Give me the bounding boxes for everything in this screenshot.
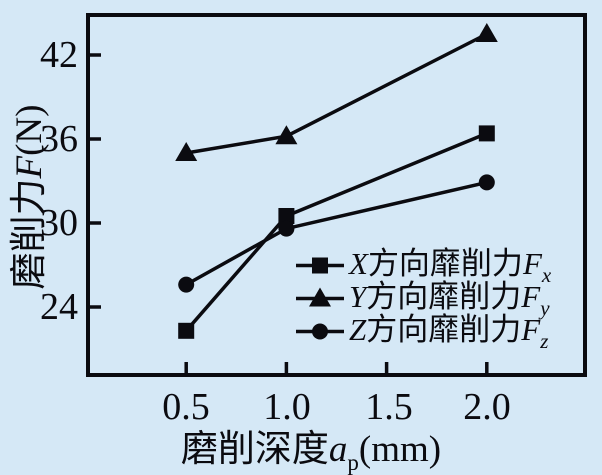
y-axis-label-symbol: F bbox=[9, 155, 50, 179]
legend-fz-subscript: z bbox=[540, 329, 549, 353]
legend-fx-dir: X bbox=[349, 246, 368, 281]
y-tick-label-36: 36 bbox=[40, 118, 78, 160]
legend-fz-dir: Z bbox=[349, 312, 367, 347]
legend-fz-symbol: F bbox=[521, 312, 541, 347]
legend-row-fx: X方向靡削力Fx bbox=[296, 246, 552, 287]
legend-fx-symbol: F bbox=[522, 246, 542, 281]
legend-fx-cn: 方向靡削力 bbox=[367, 246, 523, 281]
chart-canvas-svg bbox=[86, 13, 587, 377]
legend-fz-cn: 方向靡削力 bbox=[366, 312, 522, 347]
x-axis-label-symbol: a bbox=[328, 429, 348, 470]
legend-fx-subscript: x bbox=[541, 263, 552, 287]
legend-label-fy: Y方向靡削力Fy bbox=[349, 279, 550, 320]
y-tick-label-30: 30 bbox=[40, 202, 78, 244]
x-tick-label-1_5: 1.5 bbox=[365, 386, 413, 428]
legend-fy-symbol: F bbox=[521, 279, 541, 314]
triangle-marker-icon bbox=[296, 287, 344, 307]
y-tick-label-24: 24 bbox=[40, 286, 78, 328]
x-tick-label-2_0: 2.0 bbox=[463, 386, 511, 428]
x-tick-label-1_0: 1.0 bbox=[263, 386, 311, 428]
x-axis-label-cn: 磨削深度 bbox=[180, 429, 329, 470]
y-axis-label-unit: (N) bbox=[9, 104, 50, 156]
y-axis-label-cn: 磨削力 bbox=[9, 178, 50, 290]
y-tick-label-42: 42 bbox=[40, 34, 78, 76]
legend-row-fy: Y方向靡削力Fy bbox=[296, 279, 551, 320]
square-marker-icon bbox=[296, 257, 344, 274]
legend: X方向靡削力Fx Y方向靡削力Fy Z方向靡削力Fz bbox=[296, 246, 552, 353]
legend-label-fx: X方向靡削力Fx bbox=[349, 246, 552, 287]
y-axis-label: 磨削力F(N) bbox=[7, 0, 53, 407]
legend-fy-subscript: y bbox=[540, 296, 550, 320]
legend-row-fz: Z方向靡削力Fz bbox=[296, 312, 551, 353]
x-tick-label-0_5: 0.5 bbox=[162, 386, 210, 428]
x-axis-label-unit: (mm) bbox=[358, 429, 442, 470]
x-axis-label-subscript: p bbox=[347, 450, 359, 475]
circle-marker-icon bbox=[296, 323, 344, 340]
x-axis-label: 磨削深度ap(mm) bbox=[76, 426, 546, 475]
legend-label-fz: Z方向靡削力Fz bbox=[349, 312, 549, 353]
plot-area bbox=[86, 13, 587, 377]
legend-fy-cn: 方向靡削力 bbox=[366, 279, 522, 314]
legend-fy-dir: Y bbox=[349, 279, 367, 314]
